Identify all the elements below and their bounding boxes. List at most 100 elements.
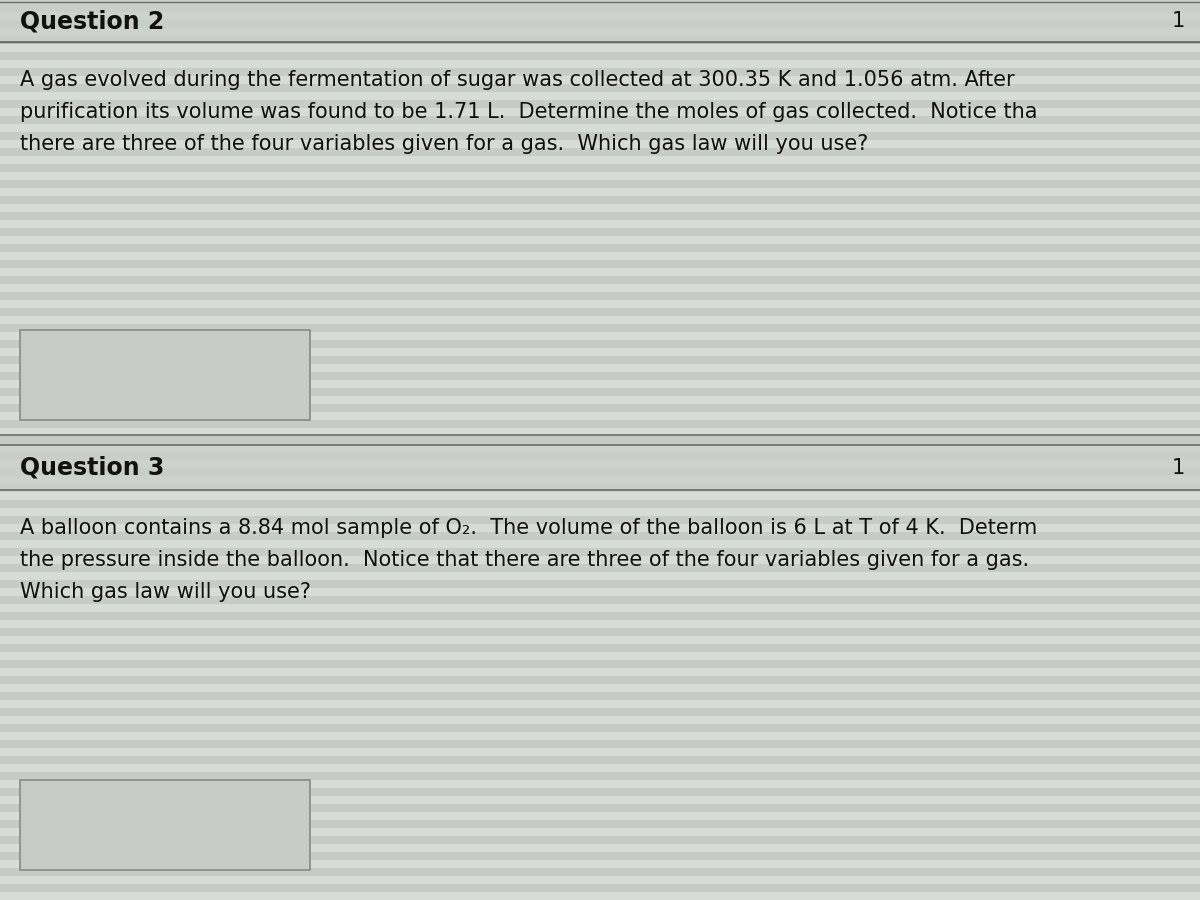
Bar: [0, 812, 1200, 820]
Bar: [0, 788, 1200, 796]
Bar: [0, 12, 1200, 20]
Bar: [0, 76, 1200, 84]
Bar: [0, 852, 1200, 860]
Bar: [0, 60, 1200, 68]
Text: A balloon contains a 8.84 mol sample of O₂.  The volume of the balloon is 6 L at: A balloon contains a 8.84 mol sample of …: [20, 518, 1037, 538]
Bar: [0, 684, 1200, 692]
Bar: [0, 396, 1200, 404]
Bar: [0, 628, 1200, 636]
Bar: [0, 445, 1200, 490]
Bar: [0, 540, 1200, 548]
Bar: [0, 716, 1200, 724]
Bar: [0, 84, 1200, 92]
Bar: [0, 732, 1200, 740]
Bar: [0, 500, 1200, 508]
Bar: [0, 644, 1200, 652]
Bar: [0, 724, 1200, 732]
Bar: [0, 604, 1200, 612]
Bar: [0, 756, 1200, 764]
Bar: [0, 108, 1200, 116]
Bar: [0, 180, 1200, 188]
Bar: [0, 92, 1200, 100]
Bar: [0, 172, 1200, 180]
Bar: [0, 308, 1200, 316]
Text: Question 2: Question 2: [20, 9, 164, 33]
Bar: [0, 620, 1200, 628]
Bar: [0, 764, 1200, 772]
Bar: [0, 772, 1200, 780]
Bar: [0, 284, 1200, 292]
Bar: [0, 436, 1200, 444]
Bar: [0, 412, 1200, 420]
Bar: [0, 356, 1200, 364]
Bar: [0, 164, 1200, 172]
Bar: [0, 52, 1200, 60]
Bar: [0, 468, 1200, 476]
Bar: [0, 260, 1200, 268]
Bar: [0, 492, 1200, 500]
Bar: [20, 780, 310, 870]
Bar: [0, 428, 1200, 436]
Bar: [0, 596, 1200, 604]
Bar: [0, 156, 1200, 164]
Bar: [0, 0, 1200, 42]
Bar: [0, 668, 1200, 676]
Bar: [0, 132, 1200, 140]
Bar: [0, 444, 1200, 452]
Bar: [0, 556, 1200, 564]
Bar: [0, 820, 1200, 828]
Bar: [0, 100, 1200, 108]
Bar: [0, 876, 1200, 884]
Bar: [0, 340, 1200, 348]
Bar: [0, 124, 1200, 132]
Bar: [0, 140, 1200, 148]
Bar: [0, 188, 1200, 196]
Bar: [0, 740, 1200, 748]
Bar: [0, 4, 1200, 12]
Bar: [0, 36, 1200, 44]
Bar: [0, 692, 1200, 700]
Bar: [0, 316, 1200, 324]
Bar: [0, 388, 1200, 396]
Bar: [0, 276, 1200, 284]
Bar: [0, 484, 1200, 492]
Bar: [0, 220, 1200, 228]
Bar: [0, 252, 1200, 260]
Text: Which gas law will you use?: Which gas law will you use?: [20, 582, 311, 602]
Bar: [0, 68, 1200, 76]
Bar: [0, 828, 1200, 836]
Bar: [20, 330, 310, 420]
Text: there are three of the four variables given for a gas.  Which gas law will you u: there are three of the four variables gi…: [20, 134, 869, 154]
Bar: [0, 660, 1200, 668]
Bar: [0, 844, 1200, 852]
Bar: [0, 748, 1200, 756]
Bar: [0, 548, 1200, 556]
Bar: [0, 420, 1200, 428]
Bar: [0, 452, 1200, 460]
Bar: [0, 404, 1200, 412]
Bar: [0, 476, 1200, 484]
Bar: [0, 196, 1200, 204]
Bar: [0, 28, 1200, 36]
Bar: [0, 348, 1200, 356]
Bar: [0, 44, 1200, 52]
Bar: [0, 836, 1200, 844]
Text: Question 3: Question 3: [20, 455, 164, 480]
Bar: [0, 860, 1200, 868]
Bar: [0, 116, 1200, 124]
Bar: [0, 20, 1200, 28]
Bar: [0, 708, 1200, 716]
Bar: [0, 508, 1200, 516]
Bar: [0, 204, 1200, 212]
Bar: [0, 380, 1200, 388]
Text: A gas evolved during the fermentation of sugar was collected at 300.35 K and 1.0: A gas evolved during the fermentation of…: [20, 70, 1015, 90]
Bar: [0, 652, 1200, 660]
Bar: [0, 212, 1200, 220]
Bar: [0, 892, 1200, 900]
Bar: [0, 268, 1200, 276]
Text: 1: 1: [1171, 457, 1186, 478]
Bar: [0, 612, 1200, 620]
Bar: [0, 244, 1200, 252]
Bar: [0, 460, 1200, 468]
Bar: [0, 884, 1200, 892]
